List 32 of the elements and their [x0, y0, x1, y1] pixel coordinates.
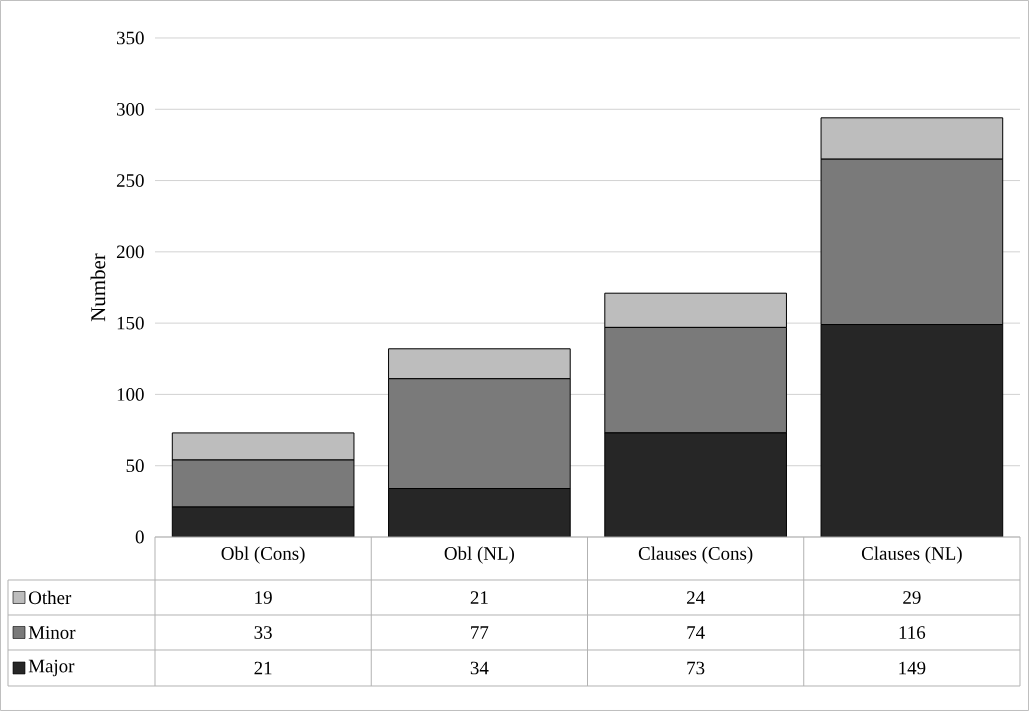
data-label: 77: [471, 626, 489, 639]
data-label: 74: [687, 626, 705, 639]
bar: [604, 432, 787, 537]
y-tick-label: 50: [126, 459, 144, 473]
data-label: 149: [899, 661, 926, 675]
data-label: 73: [687, 661, 705, 675]
x-tick-label: Clauses (NL): [861, 546, 962, 564]
data-label: 21: [470, 591, 488, 604]
data-label: 19: [255, 591, 272, 604]
x-tick-label: Obl (NL): [444, 546, 515, 564]
bar: [388, 488, 571, 537]
data-label: 21: [254, 661, 272, 675]
y-tick-label: 250: [116, 174, 144, 187]
y-tick-label: 100: [117, 388, 144, 401]
x-tick-label: Clauses (Cons): [638, 546, 753, 564]
y-tick-label: 350: [117, 31, 144, 45]
y-tick-label: 0: [135, 530, 144, 544]
legend-label: Minor: [28, 626, 76, 639]
data-label: 34: [470, 661, 489, 675]
y-axis-title: Number: [90, 253, 106, 322]
bar: [172, 507, 354, 537]
data-label: 33: [254, 626, 272, 639]
data-label: 116: [899, 626, 926, 639]
legend-label: Other: [28, 590, 72, 605]
bar: [820, 324, 1004, 537]
y-tick-label: 200: [116, 245, 144, 259]
data-label: 24: [686, 591, 705, 604]
y-tick-label: 150: [117, 316, 144, 330]
legend-label: Major: [28, 659, 75, 677]
x-tick-label: Obl (Cons): [221, 546, 305, 564]
y-tick-label: 300: [117, 102, 144, 116]
data-label: 29: [903, 591, 921, 604]
